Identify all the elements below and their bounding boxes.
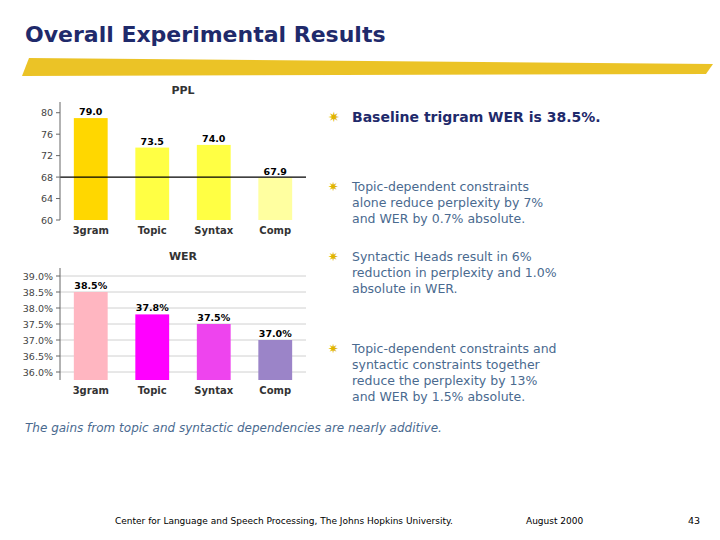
- chart-title: PPL: [171, 84, 194, 97]
- data-label: 74.0: [202, 133, 226, 144]
- chart-title: WER: [169, 250, 198, 263]
- bar-chart: PPL 60 64 68 72 76 80 79.0 73.5 74.0 67.9 3gram Topi…: [41, 84, 306, 236]
- data-label: 73.5: [141, 136, 164, 147]
- bullet-line: Topic-dependent constraints: [351, 179, 529, 194]
- y-tick-label: 36.5%: [23, 351, 53, 362]
- slide: Overall Experimental Results PPL 60 64 68 72 7…: [0, 0, 720, 540]
- tick-mark: [56, 220, 60, 221]
- footer-text: Center for Language and Speech Processin…: [115, 516, 453, 526]
- bullet-text: Topic-dependent constraints andsyntactic…: [351, 341, 557, 405]
- bullet-symbol: ✷: [328, 109, 340, 125]
- y-axis-line: [60, 268, 61, 380]
- bullet-symbol: ✷: [328, 341, 338, 356]
- data-label: 79.0: [79, 106, 103, 117]
- y-axis-line: [60, 102, 61, 220]
- bar: [135, 314, 169, 380]
- data-label: 37.0%: [259, 328, 292, 339]
- x-tick-label: Topic: [138, 385, 167, 396]
- bar: [258, 178, 292, 220]
- tick-mark: [56, 372, 60, 373]
- bar: [135, 148, 169, 220]
- data-label: 37.5%: [197, 312, 230, 323]
- tick-mark: [56, 134, 60, 135]
- tick-mark: [56, 324, 60, 325]
- tick-mark: [56, 356, 60, 357]
- y-tick-label: 76: [41, 129, 53, 140]
- bullet-text: Syntactic Heads result in 6%reduction in…: [352, 249, 557, 297]
- x-tick-label: 3gram: [73, 225, 109, 236]
- slide-title: Overall Experimental Results: [25, 22, 386, 47]
- footer-text: 43: [688, 515, 700, 526]
- x-tick-label: Syntax: [194, 385, 233, 396]
- grid-line: [60, 276, 306, 277]
- tick-mark: [56, 112, 60, 113]
- bullet-line: and WER by 1.5% absolute.: [352, 389, 525, 404]
- bullet-line: Topic-dependent constraints and: [351, 341, 557, 356]
- bullet-line: reduce the perplexity by 13%: [352, 373, 537, 388]
- y-tick-label: 80: [41, 107, 53, 118]
- tick-mark: [56, 155, 60, 156]
- bullet-symbol: ✷: [328, 179, 338, 194]
- bars: [74, 292, 292, 380]
- y-tick-label: 72: [41, 150, 53, 161]
- bullet-line: syntactic constraints together: [352, 357, 541, 372]
- y-tick-label: 60: [41, 215, 53, 226]
- data-label: 37.8%: [136, 302, 169, 313]
- bullet-text: Topic-dependent constraintsalone reduce …: [351, 179, 543, 227]
- x-tick-label: Comp: [259, 385, 291, 396]
- bullet-line: and WER by 0.7% absolute.: [352, 211, 525, 226]
- tick-mark: [56, 292, 60, 293]
- reference-line: [60, 176, 306, 177]
- y-tick-label: 38.0%: [23, 303, 53, 314]
- x-tick-label: 3gram: [73, 385, 109, 396]
- bar: [197, 145, 231, 220]
- bar: [258, 340, 292, 380]
- bullet-line: absolute in WER.: [352, 281, 458, 296]
- bullet-line: Baseline trigram WER is 38.5%.: [352, 109, 601, 125]
- tick-mark: [56, 308, 60, 309]
- tick-mark: [56, 276, 60, 277]
- y-tick-label: 36.0%: [23, 367, 53, 378]
- bar: [74, 118, 108, 220]
- bar: [74, 292, 108, 380]
- bar: [197, 324, 231, 380]
- bullet-line: reduction in perplexity and 1.0%: [352, 265, 557, 280]
- bar-chart: WER 36.0% 36.5% 37.0% 37.5% 38.0% 38.5% 39.0% 38…: [23, 250, 306, 396]
- y-tick-label: 68: [41, 172, 53, 183]
- y-tick-label: 38.5%: [23, 287, 53, 298]
- bullet-line: alone reduce perplexity by 7%: [352, 195, 543, 210]
- y-tick-label: 39.0%: [23, 271, 53, 282]
- tick-mark: [56, 177, 60, 178]
- conclusion-text: The gains from topic and syntactic depen…: [25, 421, 442, 435]
- tick-mark: [56, 340, 60, 341]
- y-tick-label: 37.5%: [23, 319, 53, 330]
- y-tick-label: 64: [41, 193, 53, 204]
- bullet-text: Baseline trigram WER is 38.5%.: [352, 109, 601, 125]
- x-tick-label: Comp: [259, 225, 291, 236]
- footer-text: August 2000: [526, 516, 584, 526]
- bars: [60, 118, 306, 220]
- tick-mark: [56, 198, 60, 199]
- data-label: 38.5%: [74, 280, 107, 291]
- x-tick-label: Topic: [138, 225, 167, 236]
- title-stripe: [22, 58, 713, 76]
- x-tick-label: Syntax: [194, 225, 233, 236]
- data-label: 67.9: [264, 166, 287, 177]
- bullet-line: Syntactic Heads result in 6%: [352, 249, 532, 264]
- bullet-symbol: ✷: [328, 249, 338, 264]
- y-tick-label: 37.0%: [23, 335, 53, 346]
